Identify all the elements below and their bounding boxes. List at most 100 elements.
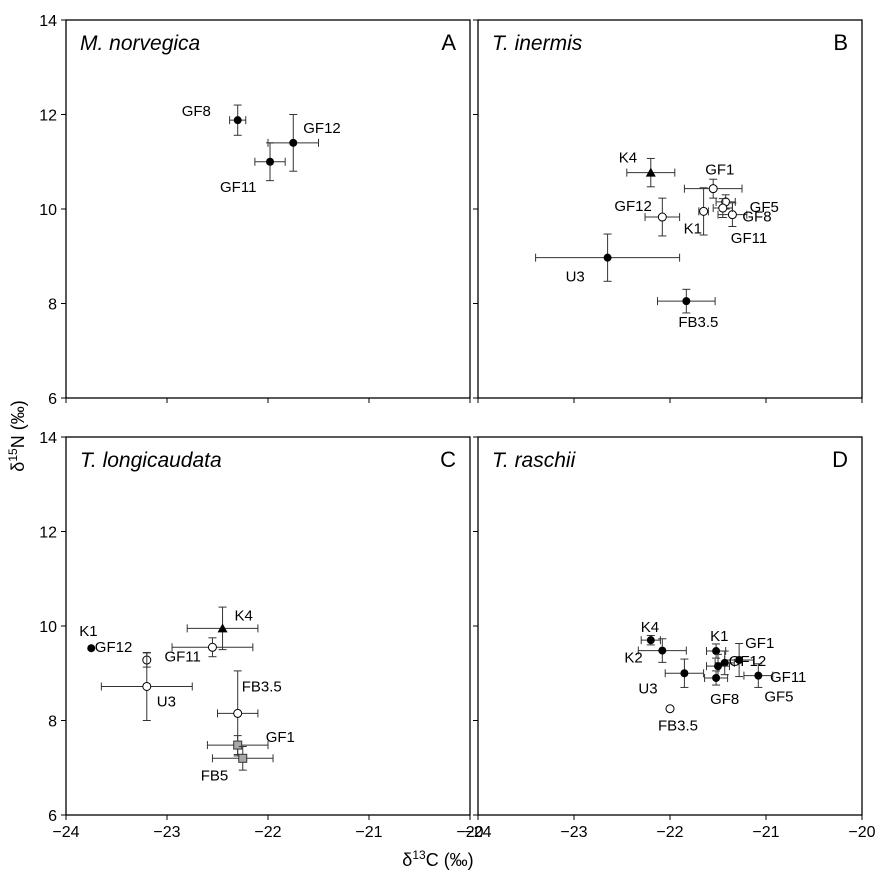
marker-filled-circle — [603, 253, 612, 262]
panel-title: M. norvegica — [80, 32, 200, 55]
x-tick-label: −24 — [464, 824, 491, 841]
point-label: FB3.5 — [242, 678, 282, 695]
marker-filled-triangle — [645, 167, 656, 177]
marker-filled-circle — [87, 644, 96, 653]
y-tick-label: 8 — [48, 297, 57, 314]
marker-open-circle — [699, 206, 709, 216]
data-point-gf12: GF12 — [614, 197, 681, 237]
y-tick-label: 10 — [39, 202, 57, 219]
panel-frame — [65, 19, 471, 399]
marker-open-circle — [708, 184, 718, 194]
y-tick-label: 8 — [48, 714, 57, 731]
point-label: U3 — [157, 693, 176, 710]
point-label: GF12 — [729, 653, 767, 670]
marker-open-circle — [657, 212, 667, 222]
data-point-k4: K4 — [619, 150, 676, 188]
y-tick-label: 6 — [48, 808, 57, 825]
x-tick-label: −22 — [254, 824, 281, 841]
data-point-gf11: GF11 — [712, 198, 767, 247]
marker-filled-circle — [233, 116, 242, 125]
marker-filled-circle — [712, 673, 721, 682]
x-tick-label: −23 — [153, 824, 180, 841]
point-label: K4 — [619, 150, 637, 167]
point-label: GF1 — [745, 635, 774, 652]
x-tick-label: −21 — [752, 824, 779, 841]
data-point-fb5: FB5 — [201, 745, 274, 784]
point-label: GF1 — [705, 162, 734, 179]
y-tick-label: 12 — [39, 525, 57, 542]
x-tick-label: −21 — [355, 824, 382, 841]
data-point-fb3-5: FB3.5 — [657, 288, 718, 331]
marker-filled-circle — [680, 669, 689, 678]
marker-filled-circle — [720, 658, 729, 667]
data-point-gf8: GF8 — [704, 670, 739, 708]
panel-letter: C — [440, 447, 456, 472]
data-point-u3: U3 — [535, 233, 681, 286]
marker-filled-circle — [682, 297, 691, 306]
data-point-gf11: GF11 — [705, 653, 806, 686]
x-tick-label: −23 — [560, 824, 587, 841]
data-point-gf12: GF12 — [267, 114, 341, 172]
data-point-k1: K1 — [79, 623, 98, 653]
data-point-k4: K4 — [186, 606, 259, 651]
data-point-u3: U3 — [638, 658, 705, 697]
y-tick-label: 12 — [39, 108, 57, 125]
marker-filled-circle — [646, 636, 655, 645]
data-point-k1: K1 — [684, 187, 709, 237]
point-label: FB3.5 — [678, 314, 718, 331]
y-tick-label: 10 — [39, 619, 57, 636]
point-label: GF5 — [750, 199, 779, 216]
data-point-gf8: GF8 — [182, 103, 247, 136]
point-label: GF12 — [614, 198, 652, 215]
data-point-gf11: GF11 — [220, 142, 286, 196]
data-point-fb3-5: FB3.5 — [217, 670, 282, 757]
point-label: K1 — [710, 628, 728, 645]
marker-open-circle — [233, 708, 243, 718]
point-label: GF1 — [266, 729, 295, 746]
point-label: GF12 — [303, 120, 341, 137]
data-point-gf1: GF1 — [683, 162, 743, 199]
y-tick-label: 14 — [39, 13, 57, 30]
marker-gray-square — [238, 753, 248, 763]
x-tick-label: −20 — [848, 824, 875, 841]
point-label: FB3.5 — [658, 718, 698, 735]
marker-filled-circle — [714, 662, 722, 671]
data-point-gf12: GF12 — [714, 650, 767, 676]
point-label: GF8 — [182, 103, 211, 120]
data-point-gf1: GF1 — [724, 635, 774, 678]
point-label: K4 — [641, 619, 659, 636]
marker-gray-square — [233, 740, 243, 750]
x-tick-label: −20 — [456, 824, 483, 841]
panel-letter: B — [833, 30, 848, 55]
data-point-k1: K1 — [705, 628, 728, 659]
y-tick-label: 14 — [39, 430, 57, 447]
point-label: GF12 — [95, 639, 133, 656]
point-label: GF11 — [770, 669, 806, 686]
panel-letter: D — [832, 447, 848, 472]
marker-filled-triangle — [217, 623, 228, 633]
point-label: K1 — [684, 220, 702, 237]
data-point-k4: K4 — [640, 619, 661, 646]
panel-a: 6 8 10 12 14 M. norvegica A GF8 GF12 GF11 — [39, 13, 471, 408]
marker-filled-circle — [266, 157, 275, 166]
panel-frame — [477, 436, 863, 816]
marker-filled-circle — [735, 656, 744, 665]
point-label: K1 — [79, 623, 97, 640]
marker-open-circle — [207, 642, 217, 652]
point-label: GF5 — [764, 689, 793, 706]
y-tick-label: 6 — [48, 391, 57, 408]
data-point-k2: K2 — [624, 638, 687, 667]
x-axis-title: δ13C (‰) — [402, 848, 473, 870]
point-label: U3 — [566, 269, 585, 286]
data-point-gf5: GF5 — [743, 663, 794, 706]
panel-title: T. longicaudata — [80, 449, 222, 472]
point-label: FB5 — [201, 767, 229, 784]
panel-title: T. raschii — [492, 449, 577, 472]
point-label: GF11 — [731, 230, 767, 247]
data-point-fb3-5: FB3.5 — [658, 704, 698, 735]
point-label: GF8 — [710, 691, 739, 708]
marker-open-circle — [718, 203, 728, 213]
